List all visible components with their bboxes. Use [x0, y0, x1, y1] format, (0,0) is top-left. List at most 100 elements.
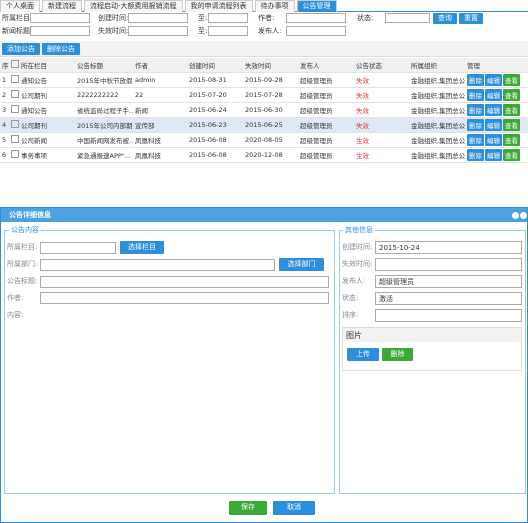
select[interactable]: [385, 13, 430, 23]
cancel-button[interactable]: 取消: [273, 501, 315, 515]
checkbox[interactable]: [11, 75, 19, 83]
checkbox[interactable]: [11, 60, 19, 68]
table-row[interactable]: 3 通知公告 省统监局过程子手... 新闻 2015-06-24 2015-06-30 超级…: [0, 102, 528, 118]
cell: 超级管理员: [298, 87, 354, 103]
date-input[interactable]: 2015-10-24: [375, 241, 522, 254]
label: 内容:: [7, 311, 24, 319]
save-button[interactable]: 保存: [229, 501, 267, 515]
input[interactable]: [40, 276, 329, 288]
action-button[interactable]: 编辑: [485, 74, 502, 86]
input[interactable]: [286, 26, 346, 36]
tab[interactable]: 新建流程: [42, 0, 82, 12]
input[interactable]: [40, 292, 329, 304]
header-cell: 所属组织: [409, 58, 465, 73]
input[interactable]: [286, 13, 346, 23]
cell: 2015-06-08: [187, 132, 243, 148]
add-button[interactable]: 添加公告: [2, 43, 40, 55]
legend: 公告内容: [9, 226, 41, 234]
checkbox-cell: [9, 132, 19, 148]
input[interactable]: [375, 309, 522, 322]
checkbox[interactable]: [11, 120, 19, 128]
content-fieldset: [4, 230, 335, 494]
label: 作者:: [258, 14, 275, 22]
input[interactable]: [40, 259, 275, 271]
header-cell: 发布人: [298, 58, 354, 73]
action-button[interactable]: 查看: [503, 134, 520, 146]
checkbox-cell: [9, 72, 19, 88]
cell: 金融组织,集团总公...: [409, 72, 465, 88]
cell: 通知公告: [19, 72, 75, 88]
table-row[interactable]: 1 通知公告 2015年中秋节放假... admin 2015-08-31 2015-09…: [0, 72, 528, 88]
cell: 失效: [354, 117, 409, 133]
action-button[interactable]: 删除: [467, 149, 484, 161]
table-row[interactable]: 6 事务事项 紧急通报速APP"... 凤凰科技 2015-06-08 2020-12-0…: [0, 147, 528, 163]
date-input[interactable]: [208, 26, 248, 36]
search-button[interactable]: 查询: [433, 13, 457, 24]
label: 排序:: [342, 311, 359, 319]
cell: 6: [0, 147, 9, 163]
action-button[interactable]: 删除: [467, 104, 484, 116]
tab[interactable]: 公告管理: [296, 0, 337, 12]
cell: 超级管理员: [298, 72, 354, 88]
cell: 金融组织,集团总公...: [409, 147, 465, 163]
input[interactable]: [30, 26, 90, 36]
action-button[interactable]: 编辑: [485, 134, 502, 146]
action-button[interactable]: 查看: [503, 104, 520, 116]
action-button[interactable]: 查看: [503, 74, 520, 86]
action-button[interactable]: 删除: [467, 89, 484, 101]
table-row[interactable]: 5 公司新闻 中国新闻网发布被... 凤凰科技 2015-06-08 2020-08-05…: [0, 132, 528, 148]
delete-button[interactable]: 删除公告: [42, 43, 80, 55]
max-icon[interactable]: [512, 212, 519, 219]
close-icon[interactable]: [520, 212, 527, 219]
action-button[interactable]: 删除: [467, 134, 484, 146]
reset-button[interactable]: 重置: [459, 13, 483, 24]
input[interactable]: 超级管理员: [375, 275, 522, 288]
select[interactable]: 激活: [375, 292, 522, 305]
tab[interactable]: 个人桌面: [0, 0, 40, 12]
checkbox[interactable]: [11, 150, 19, 158]
date-input[interactable]: [128, 13, 188, 23]
label: 所属部门:: [7, 260, 38, 268]
label: 所属栏目:: [7, 243, 38, 251]
choose-department-button[interactable]: 选择部门: [279, 258, 324, 271]
checkbox[interactable]: [11, 90, 19, 98]
action-button[interactable]: 编辑: [485, 149, 502, 161]
action-button[interactable]: 删除: [467, 74, 484, 86]
tab[interactable]: 我的申请流程列表: [184, 0, 253, 12]
toolbar: 添加公告 删除公告: [0, 41, 528, 57]
choose-category-button[interactable]: 选择栏目: [120, 241, 164, 254]
date-input[interactable]: [208, 13, 248, 23]
cell: 超级管理员: [298, 147, 354, 163]
actions-cell: 删除 编辑 查看: [465, 117, 528, 133]
tab[interactable]: 流程启动-大额费用报销流程: [84, 0, 183, 12]
action-button[interactable]: 编辑: [485, 119, 502, 131]
label: 公告标题:: [7, 277, 38, 285]
input[interactable]: [30, 13, 90, 23]
header-cell: 创建时间: [187, 58, 243, 73]
action-button[interactable]: 编辑: [485, 104, 502, 116]
action-button[interactable]: 查看: [503, 149, 520, 161]
date-input[interactable]: [375, 258, 522, 271]
action-button[interactable]: 编辑: [485, 89, 502, 101]
upload-button[interactable]: 上传: [347, 348, 379, 361]
cell: 事务事项: [19, 147, 75, 163]
input[interactable]: [40, 242, 116, 254]
cell: 2015年中秋节放假...: [75, 72, 133, 88]
action-button[interactable]: 查看: [503, 119, 520, 131]
action-button[interactable]: 删除: [467, 119, 484, 131]
legend: 其他信息: [343, 226, 375, 234]
checkbox[interactable]: [11, 135, 19, 143]
delete-image-button[interactable]: 删除: [382, 348, 413, 361]
checkbox[interactable]: [11, 105, 19, 113]
table-row[interactable]: 4 公司期刊 2015年公司内部期... 宣传部 2015-06-23 2015-06-2…: [0, 117, 528, 133]
cell: 2020-08-05: [243, 132, 298, 148]
cell: 1: [0, 72, 9, 88]
header-cell: 所在栏目: [19, 58, 75, 73]
cell: 金融组织,集团总公...: [409, 117, 465, 133]
table-row[interactable]: 2 公司期刊 2222222222 22 2015-07-20 2015-07-28 超级管…: [0, 87, 528, 103]
action-button[interactable]: 查看: [503, 89, 520, 101]
tab[interactable]: 待办事项: [254, 0, 295, 12]
date-input[interactable]: [128, 26, 188, 36]
label: 至:: [198, 27, 208, 35]
